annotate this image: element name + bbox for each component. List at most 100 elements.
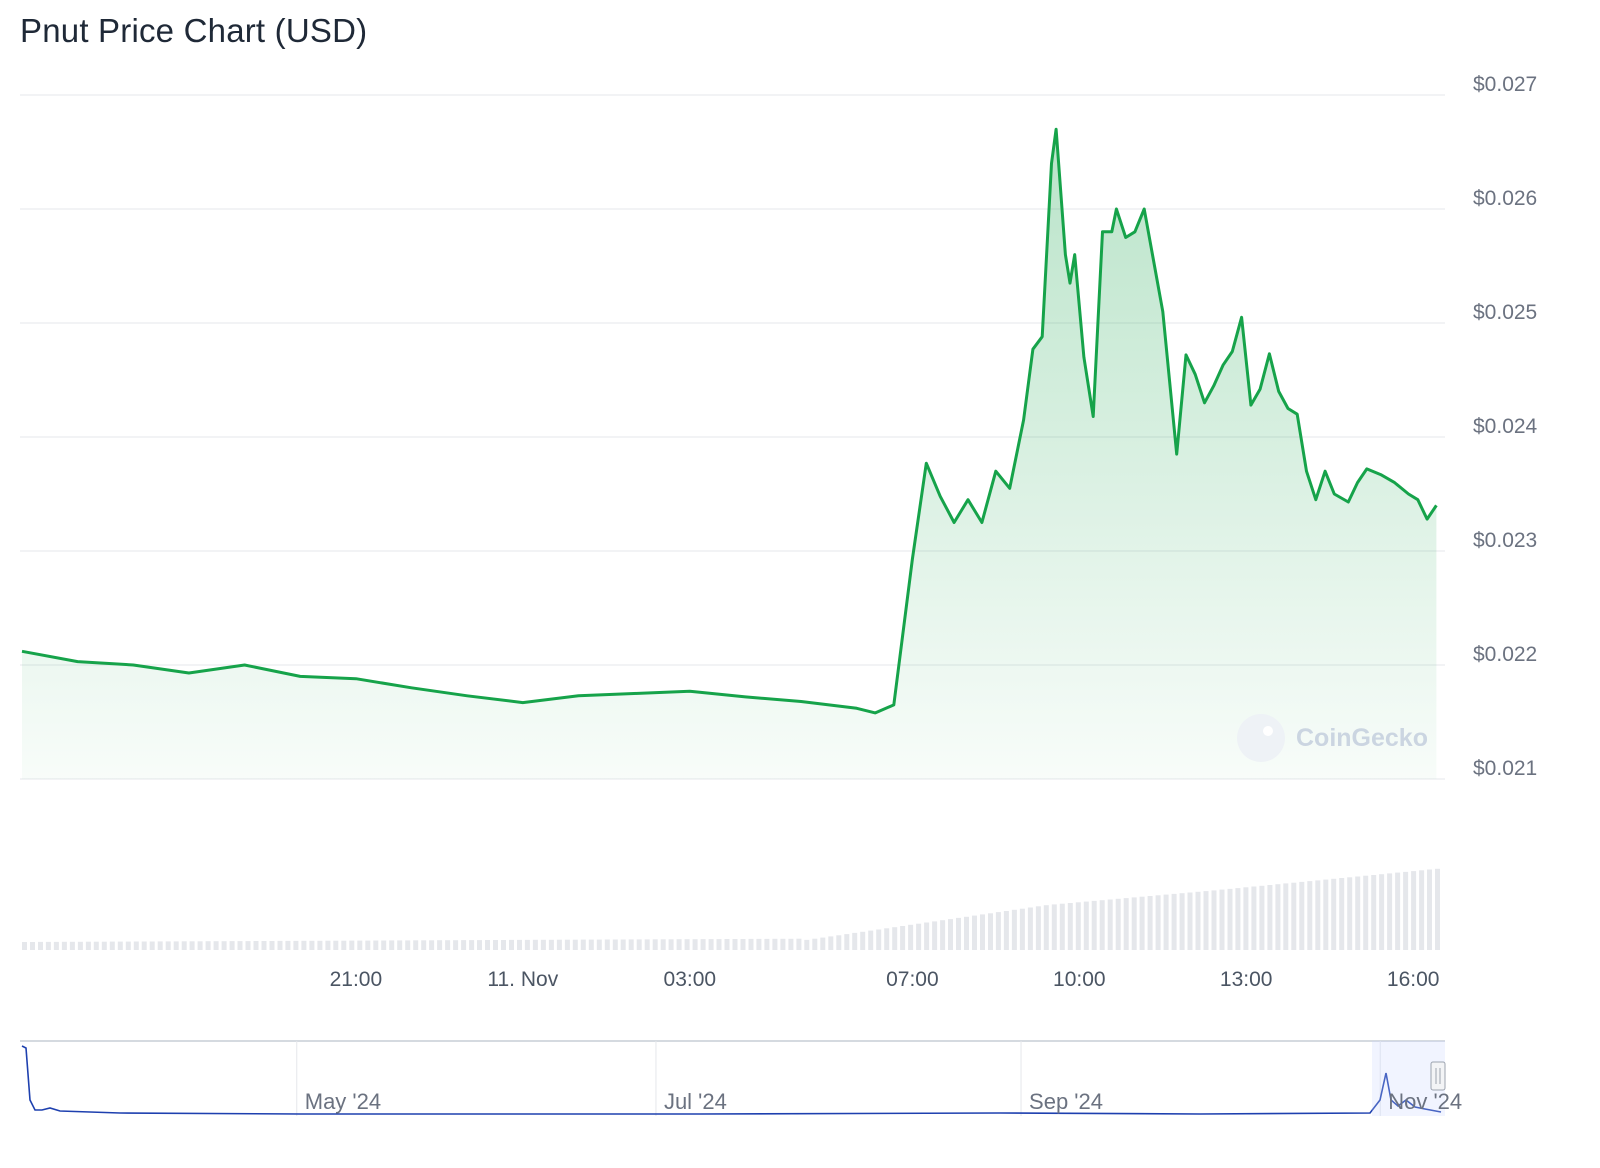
volume-bar (628, 939, 634, 950)
volume-bar (908, 924, 914, 950)
volume-bar (668, 939, 674, 950)
volume-bar (22, 942, 27, 950)
volume-bar (892, 927, 898, 950)
volume-bar (844, 934, 850, 950)
volume-bar (437, 940, 443, 950)
volume-bar (325, 940, 331, 950)
volume-bar (181, 941, 187, 950)
gecko-eye-icon (1263, 726, 1273, 736)
y-tick-label: $0.023 (1473, 529, 1537, 552)
volume-bar (764, 938, 770, 950)
volume-bar (285, 940, 291, 950)
handle-grip-icon[interactable] (1430, 1061, 1446, 1091)
volume-bar (732, 939, 738, 950)
volume-bar (1059, 903, 1065, 950)
range-navigator[interactable]: May '24 Jul '24 Sep '24 Nov '24 (20, 1040, 1462, 1116)
volume-bar (852, 932, 858, 950)
volume-bar (724, 939, 730, 950)
volume-bar (397, 940, 403, 950)
volume-bar (485, 940, 490, 950)
volume-bar (772, 938, 778, 950)
volume-bar (700, 939, 706, 950)
volume-bar (213, 941, 219, 950)
volume-bar (1115, 898, 1121, 950)
volume-bar (804, 939, 810, 950)
volume-bar (341, 940, 347, 950)
volume-bar (1331, 878, 1337, 950)
navigator-tick-label: Nov '24 (1388, 1089, 1462, 1114)
volume-bar (596, 939, 602, 950)
volume-bar (205, 941, 211, 950)
volume-bar (524, 939, 530, 950)
volume-bar (1179, 893, 1185, 950)
volume-bar (1363, 875, 1369, 950)
volume-bar (277, 940, 283, 950)
navigator-tick-label: May '24 (305, 1089, 381, 1114)
y-tick-label: $0.026 (1473, 187, 1537, 210)
volume-bar (469, 940, 475, 950)
volume-bar (868, 930, 874, 950)
volume-bar (1211, 890, 1217, 950)
volume-bar (1043, 905, 1049, 950)
volume-bar (109, 941, 115, 950)
volume-bar (1107, 899, 1113, 950)
volume-bar (1371, 875, 1377, 950)
volume-bar (812, 938, 818, 950)
volume-bar (716, 939, 722, 950)
navigator-tick-label: Sep '24 (1029, 1089, 1103, 1114)
volume-bar (1315, 880, 1321, 950)
volume-bar (1235, 888, 1241, 950)
volume-bar (1011, 909, 1017, 950)
volume-bar (588, 939, 594, 950)
volume-bar (932, 921, 938, 950)
volume-bar (756, 938, 762, 950)
price-line[interactable] (21, 127, 1438, 715)
volume-bar (61, 941, 67, 950)
volume-bar (660, 939, 666, 950)
volume-bar (1019, 908, 1025, 950)
volume-bar (189, 941, 195, 950)
volume-bar (1083, 901, 1089, 950)
volume-bar (1395, 872, 1401, 950)
volume-bar (349, 940, 355, 950)
volume-bar (636, 939, 642, 950)
volume-bar (1283, 883, 1289, 950)
volume-bar (253, 941, 259, 950)
price-area (22, 129, 1437, 779)
volume-bar (269, 941, 275, 950)
volume-bar (780, 938, 786, 950)
volume-bar (796, 938, 802, 950)
volume-bar (916, 923, 922, 950)
x-tick-label: 21:00 (330, 968, 383, 991)
volume-bar (173, 941, 179, 950)
volume-bar (652, 939, 658, 950)
volume-bar (1123, 898, 1129, 950)
volume-bar (157, 941, 163, 950)
volume-bar (1339, 878, 1345, 950)
volume-bar (788, 938, 794, 950)
volume-bar (453, 940, 459, 950)
navigator-handle[interactable] (1430, 1061, 1446, 1091)
volume-bar (1027, 907, 1033, 950)
navigator-background (20, 1041, 1445, 1116)
volume-bar (548, 939, 554, 950)
volume-bar (309, 940, 315, 950)
y-tick-label: $0.025 (1473, 301, 1537, 324)
volume-bar (1411, 871, 1417, 950)
volume-bar (1051, 904, 1057, 950)
volume-bar (708, 939, 714, 950)
volume-bar (509, 939, 514, 950)
volume-bar (1099, 900, 1105, 950)
volume-bar (197, 941, 203, 950)
volume-bar (820, 937, 826, 950)
volume-bar (692, 939, 698, 950)
volume-bar (1379, 874, 1385, 950)
navigator-tick-label: Jul '24 (664, 1089, 727, 1114)
volume-bar (684, 939, 690, 950)
volume-bar (1419, 870, 1425, 950)
y-tick-label: $0.024 (1473, 415, 1538, 438)
volume-bar (493, 940, 498, 950)
volume-bar (572, 939, 578, 950)
y-tick-label: $0.022 (1473, 643, 1537, 666)
